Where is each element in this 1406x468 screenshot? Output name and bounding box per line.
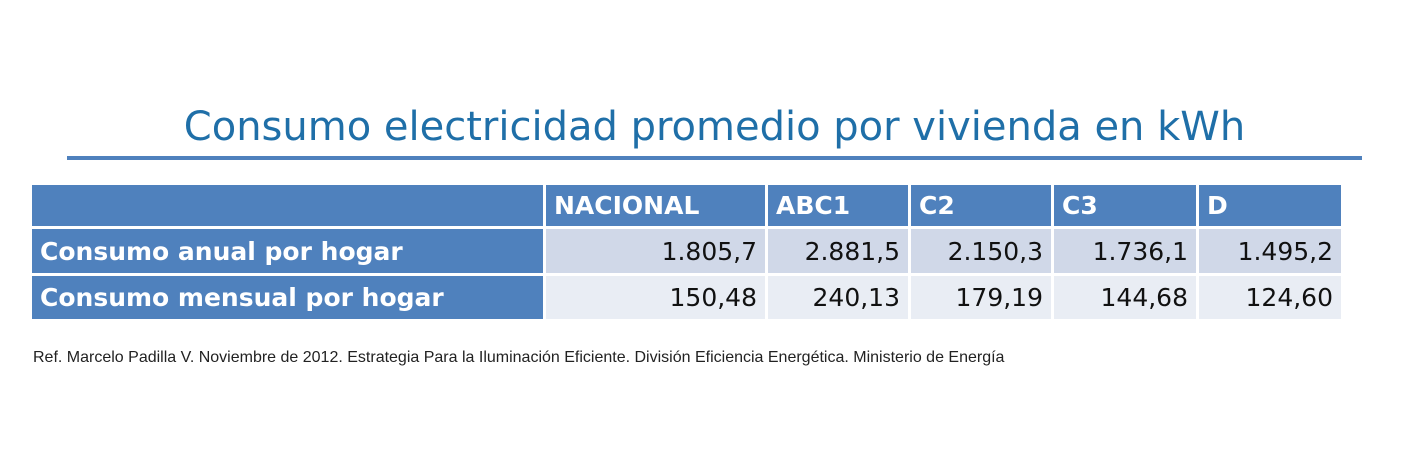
cell: 179,19 <box>911 276 1051 319</box>
column-header: C3 <box>1054 185 1196 226</box>
cell: 2.150,3 <box>911 229 1051 273</box>
reference: Ref. Marcelo Padilla V. Noviembre de 201… <box>33 349 1005 366</box>
cell: 150,48 <box>546 276 765 319</box>
corner-cell <box>32 185 543 226</box>
cell: 1.736,1 <box>1054 229 1196 273</box>
title-rule <box>67 156 1362 160</box>
column-header: NACIONAL <box>546 185 765 226</box>
column-header: ABC1 <box>768 185 908 226</box>
cell: 144,68 <box>1054 276 1196 319</box>
title: Consumo electricidad promedio por vivien… <box>183 104 1246 150</box>
row-header: Consumo mensual por hogar <box>32 276 543 319</box>
cell: 1.805,7 <box>546 229 765 273</box>
cell: 1.495,2 <box>1199 229 1341 273</box>
cell: 2.881,5 <box>768 229 908 273</box>
column-header: D <box>1199 185 1341 226</box>
column-header: C2 <box>911 185 1051 226</box>
cell: 124,60 <box>1199 276 1341 319</box>
row-header: Consumo anual por hogar <box>32 229 543 273</box>
table: NACIONAL ABC1 C2 C3 D Consumo anual por … <box>32 185 1341 319</box>
cell: 240,13 <box>768 276 908 319</box>
